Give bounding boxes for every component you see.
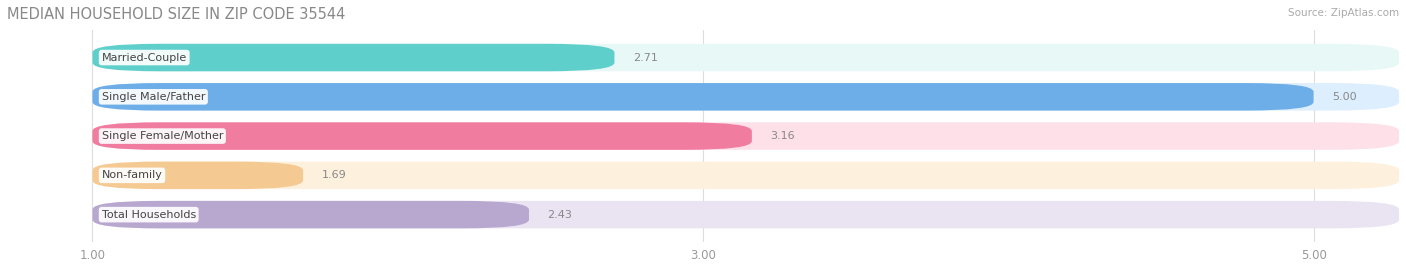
Text: Single Female/Mother: Single Female/Mother [101,131,224,141]
FancyBboxPatch shape [93,44,614,71]
FancyBboxPatch shape [93,162,304,189]
FancyBboxPatch shape [93,44,1399,71]
Text: Single Male/Father: Single Male/Father [101,92,205,102]
FancyBboxPatch shape [93,201,1399,228]
Text: Non-family: Non-family [101,170,163,180]
Text: 1.69: 1.69 [322,170,346,180]
Text: 3.16: 3.16 [770,131,794,141]
FancyBboxPatch shape [93,201,529,228]
FancyBboxPatch shape [93,162,1399,189]
Text: 2.71: 2.71 [633,52,658,63]
FancyBboxPatch shape [93,83,1399,111]
Text: 5.00: 5.00 [1331,92,1357,102]
Text: Total Households: Total Households [101,210,195,220]
Text: Source: ZipAtlas.com: Source: ZipAtlas.com [1288,8,1399,18]
Text: 2.43: 2.43 [547,210,572,220]
FancyBboxPatch shape [93,122,1399,150]
FancyBboxPatch shape [93,122,752,150]
Text: Married-Couple: Married-Couple [101,52,187,63]
FancyBboxPatch shape [93,83,1313,111]
Text: MEDIAN HOUSEHOLD SIZE IN ZIP CODE 35544: MEDIAN HOUSEHOLD SIZE IN ZIP CODE 35544 [7,7,346,22]
